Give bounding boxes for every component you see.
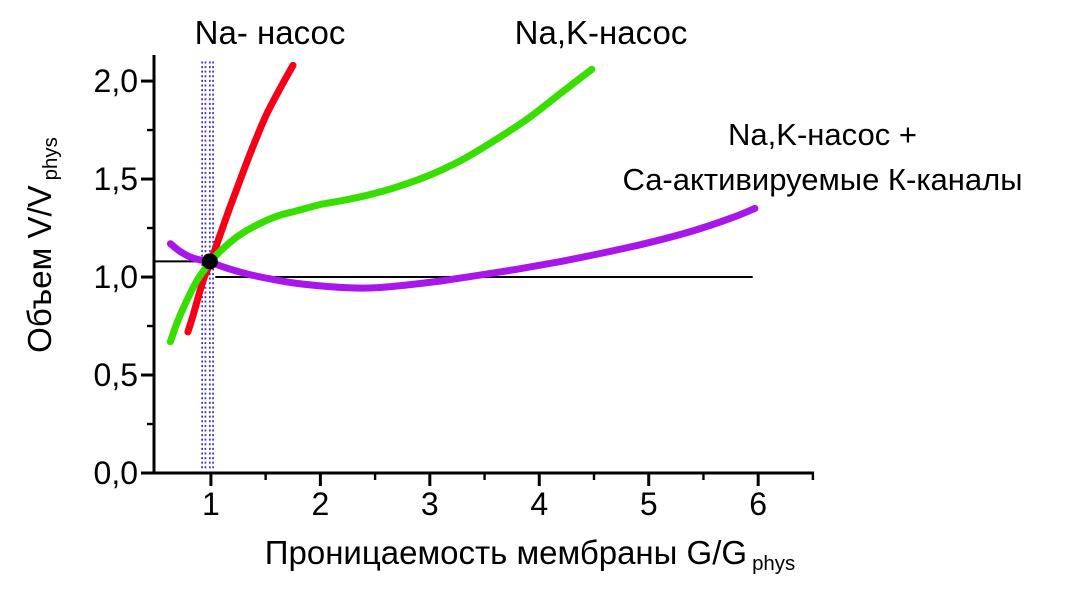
y-tick-label-1,5: 1,5: [93, 161, 138, 198]
y-tick-label-0,5: 0,5: [93, 357, 138, 394]
y-tick-label-2,0: 2,0: [93, 63, 138, 100]
y-tick-label-0,0: 0,0: [93, 455, 138, 491]
y-axis-title-text: Объем V/V: [21, 185, 58, 353]
x-axis-title: Проницаемость мембраны G/G phys: [150, 534, 910, 576]
curve-label-nak-pump-ca-line1: Na,K-насос +: [728, 117, 917, 152]
physiological-point-marker: [201, 253, 218, 270]
curve-label-nak-pump: Na,K-насос: [514, 14, 688, 51]
x-tick-label-1: 1: [202, 486, 220, 522]
x-tick-label-5: 5: [639, 486, 658, 522]
x-tick-label-3: 3: [420, 486, 439, 522]
x-tick-label-6: 6: [749, 486, 768, 522]
y-axis-title: Объем V/V phys: [8, 95, 72, 395]
y-tick-label-1,0: 1,0: [93, 259, 138, 296]
x-tick-label-2: 2: [311, 486, 330, 522]
x-tick-label-4: 4: [530, 486, 549, 522]
x-axis-title-text: Проницаемость мембраны G/G: [264, 534, 748, 571]
nak-pump-curve: [166, 65, 596, 346]
curve-label-nak-pump-ca-channels: Na,K-насос + Са-активируемые К-каналы: [570, 112, 1068, 202]
curve-label-nak-pump-ca-line2: Са-активируемые К-каналы: [622, 162, 1023, 197]
na-pump-curve: [184, 61, 297, 336]
y-axis-title-subscript: phys: [38, 137, 62, 181]
curve-label-na-pump: Na- насос: [194, 14, 346, 51]
x-axis-title-subscript: phys: [752, 551, 796, 575]
